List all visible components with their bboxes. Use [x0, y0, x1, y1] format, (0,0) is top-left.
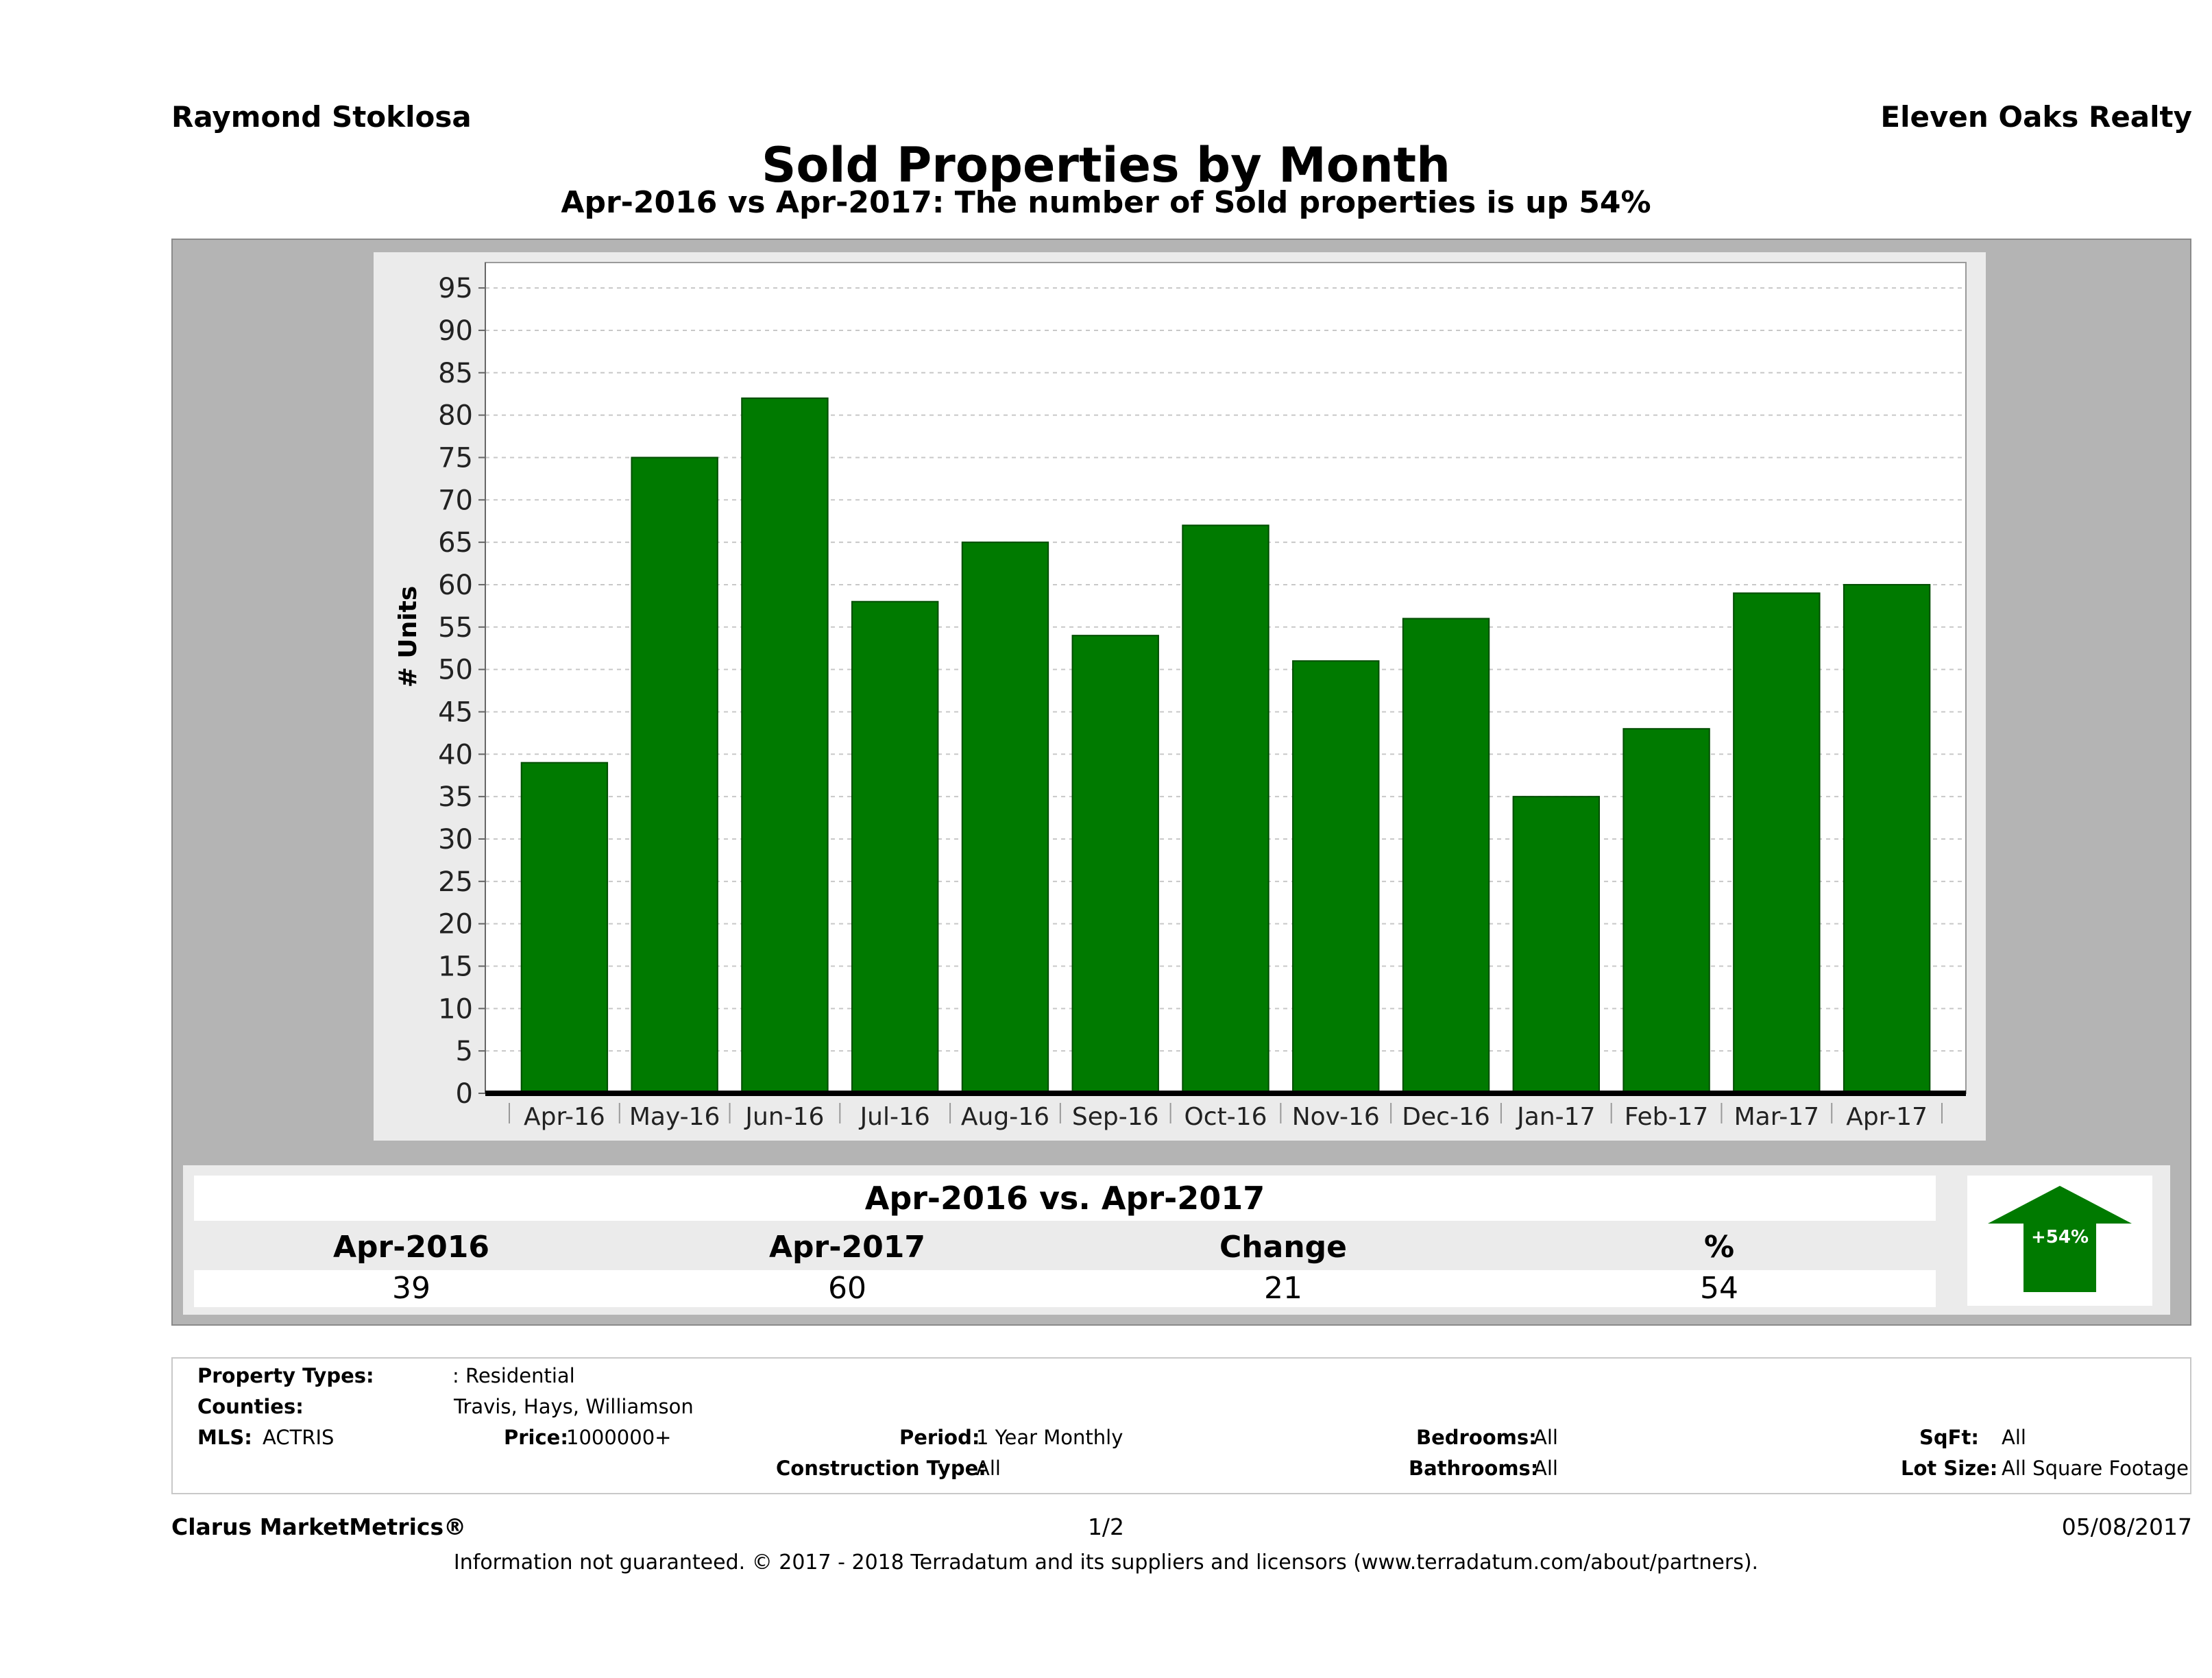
bar-apr-16: [520, 762, 609, 1094]
agent-name: Raymond Stoklosa: [171, 100, 472, 134]
x-tick-label: Oct-16: [1184, 1103, 1267, 1131]
bar-jun-16: [741, 397, 829, 1094]
bar-aug-16: [961, 542, 1049, 1094]
x-tick-label: Jun-16: [744, 1103, 824, 1131]
bar-feb-17: [1622, 728, 1710, 1094]
y-tick-label: 90: [438, 315, 473, 347]
lot-size-label: Lot Size:: [1901, 1457, 1998, 1480]
y-tick-label: 10: [438, 993, 473, 1025]
bar-apr-17: [1843, 583, 1931, 1095]
period-value: 1 Year Monthly: [976, 1426, 1123, 1449]
comparison-values-row: [194, 1270, 1936, 1307]
counties-value: Travis, Hays, Williamson: [454, 1395, 694, 1418]
report-date: 05/08/2017: [2061, 1513, 2192, 1540]
x-tick-label: Apr-16: [524, 1103, 605, 1131]
chart-area: 0 5 10 15 20 25 30 35 40 45 50 55 60 65 70 75 80 85 90 95 Ap…: [374, 252, 1986, 1141]
y-tick-label: 0: [456, 1078, 473, 1110]
y-tick-label: 5: [456, 1036, 473, 1067]
y-tick-label: 60: [438, 570, 473, 601]
report-subtitle: Apr-2016 vs Apr-2017: The number of Sold…: [561, 185, 1651, 220]
y-tick-label: 95: [438, 273, 473, 304]
y-tick-label: 20: [438, 909, 473, 940]
bar-oct-16: [1182, 524, 1269, 1094]
x-tick-label: Jul-16: [859, 1103, 930, 1131]
y-tick-label: 65: [438, 527, 473, 559]
mls-label: MLS:: [197, 1426, 252, 1449]
header-apr-2017: Apr-2017: [769, 1230, 925, 1265]
brokerage-name: Eleven Oaks Realty: [1880, 100, 2192, 134]
price-label: Price:: [504, 1426, 568, 1449]
header-apr-2016: Apr-2016: [333, 1230, 489, 1265]
y-tick-label: 50: [438, 655, 473, 686]
value-apr-2016: 39: [392, 1271, 430, 1306]
bar-jul-16: [851, 600, 939, 1095]
lot-size-value: All Square Footage: [2002, 1457, 2189, 1480]
y-tick-label: 55: [438, 612, 473, 644]
bar-may-16: [631, 457, 718, 1094]
bathrooms-label: Bathrooms:: [1409, 1457, 1539, 1480]
construction-type-value: All: [976, 1457, 1001, 1480]
bar-jan-17: [1512, 796, 1601, 1095]
x-tick-label: Mar-17: [1734, 1103, 1819, 1131]
bedrooms-value: All: [1533, 1426, 1558, 1449]
property-types-label: Property Types:: [197, 1364, 374, 1387]
y-tick-label: 25: [438, 866, 473, 898]
x-tick-label: May-16: [629, 1103, 720, 1131]
y-tick-label: 35: [438, 781, 473, 813]
disclaimer: Information not guaranteed. © 2017 - 201…: [453, 1551, 1759, 1574]
change-badge-label: +54%: [2030, 1227, 2089, 1248]
property-types-value: : Residential: [452, 1364, 575, 1387]
price-value: 1000000+: [566, 1426, 672, 1449]
footer-brand: Clarus MarketMetrics®: [171, 1513, 467, 1540]
sqft-label: SqFt:: [1919, 1426, 1979, 1449]
bar-chart: 0 5 10 15 20 25 30 35 40 45 50 55 60 65 70 75 80 85 90 95 Ap…: [394, 262, 1967, 1131]
x-tick-label: Apr-17: [1846, 1103, 1928, 1131]
x-tick-label: Sep-16: [1072, 1103, 1159, 1131]
value-percent: 54: [1700, 1271, 1738, 1306]
bathrooms-value: All: [1533, 1457, 1558, 1480]
header-percent: %: [1703, 1230, 1735, 1265]
y-axis-title: # Units: [394, 586, 422, 688]
x-tick-label: Nov-16: [1292, 1103, 1380, 1131]
comparison-title: Apr-2016 vs. Apr-2017: [194, 1176, 1936, 1221]
y-tick-label: 30: [438, 824, 473, 855]
bar-nov-16: [1292, 660, 1380, 1094]
period-label: Period:: [899, 1426, 980, 1449]
change-badge: [1967, 1176, 2152, 1306]
y-tick-label: 45: [438, 696, 473, 728]
x-tick-label: Feb-17: [1625, 1103, 1709, 1131]
report-title: Sold Properties by Month: [762, 137, 1450, 193]
y-tick-label: 40: [438, 739, 473, 770]
y-tick-label: 80: [438, 400, 473, 432]
bedrooms-label: Bedrooms:: [1416, 1426, 1537, 1449]
y-tick-label: 70: [438, 485, 473, 516]
up-arrow-icon: [1988, 1186, 2132, 1292]
mls-value: ACTRIS: [263, 1426, 335, 1449]
counties-label: Counties:: [197, 1395, 304, 1418]
construction-type-label: Construction Type:: [776, 1457, 986, 1480]
sqft-value: All: [2002, 1426, 2026, 1449]
value-apr-2017: 60: [828, 1271, 866, 1306]
y-tick-label: 75: [438, 442, 473, 474]
x-tick-label: Jan-17: [1516, 1103, 1595, 1131]
bar-sep-16: [1071, 635, 1159, 1094]
page-number: 1/2: [1087, 1513, 1125, 1540]
x-tick-label: Dec-16: [1402, 1103, 1490, 1131]
bar-dec-16: [1402, 618, 1490, 1094]
bar-mar-17: [1733, 592, 1821, 1094]
y-tick-label: 85: [438, 358, 473, 389]
y-tick-label: 15: [438, 951, 473, 982]
x-tick-label: Aug-16: [961, 1103, 1049, 1131]
header-change: Change: [1219, 1230, 1347, 1265]
filter-info-box: [171, 1357, 2191, 1494]
value-change: 21: [1264, 1271, 1302, 1306]
